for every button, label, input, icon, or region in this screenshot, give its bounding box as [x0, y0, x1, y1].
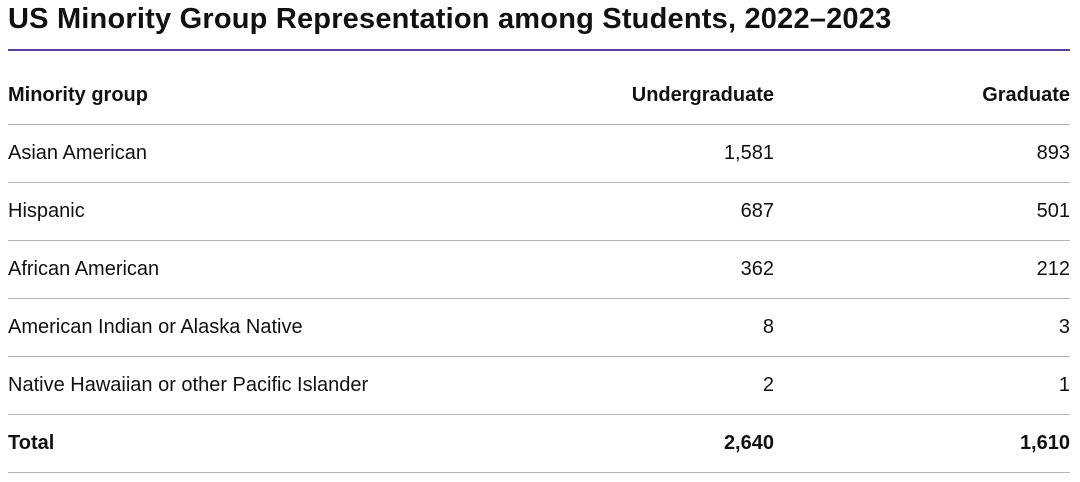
cell: 212: [774, 240, 1070, 299]
row-label: Asian American: [8, 124, 528, 183]
cell: 1,581: [528, 124, 774, 183]
cell: 2: [528, 356, 774, 415]
table-row: American Indian or Alaska Native 8 3: [8, 298, 1070, 357]
total-cell: 2,640: [528, 414, 774, 473]
table-row: Asian American 1,581 893: [8, 124, 1070, 183]
data-table: Minority group Undergraduate Graduate Asia…: [8, 67, 1070, 473]
table-row: Native Hawaiian or other Pacific Islande…: [8, 356, 1070, 415]
table-row: Hispanic 687 501: [8, 182, 1070, 241]
table-body: Asian American 1,581 893 Hispanic 687 501 Afri…: [8, 124, 1070, 473]
title: US Minority Group Representation among S…: [8, 3, 892, 35]
total-label: Total: [8, 414, 528, 473]
title-rule: [8, 49, 1070, 51]
column-header: Graduate: [774, 67, 1070, 125]
row-label: Hispanic: [8, 182, 528, 241]
total-row: Total 2,640 1,610: [8, 414, 1070, 473]
cell: 893: [774, 124, 1070, 183]
row-label: American Indian or Alaska Native: [8, 298, 528, 357]
cell: 362: [528, 240, 774, 299]
cell: 501: [774, 182, 1070, 241]
column-header: Undergraduate: [528, 67, 774, 125]
cell: 3: [774, 298, 1070, 357]
row-label: Native Hawaiian or other Pacific Islande…: [8, 356, 528, 415]
column-header: Minority group: [8, 67, 528, 125]
total-cell: 1,610: [774, 414, 1070, 473]
row-label: African American: [8, 240, 528, 299]
header-row: Minority group Undergraduate Graduate: [8, 67, 1070, 125]
cell: 1: [774, 356, 1070, 415]
cell: 8: [528, 298, 774, 357]
cell: 687: [528, 182, 774, 241]
table-row: African American 362 212: [8, 240, 1070, 299]
